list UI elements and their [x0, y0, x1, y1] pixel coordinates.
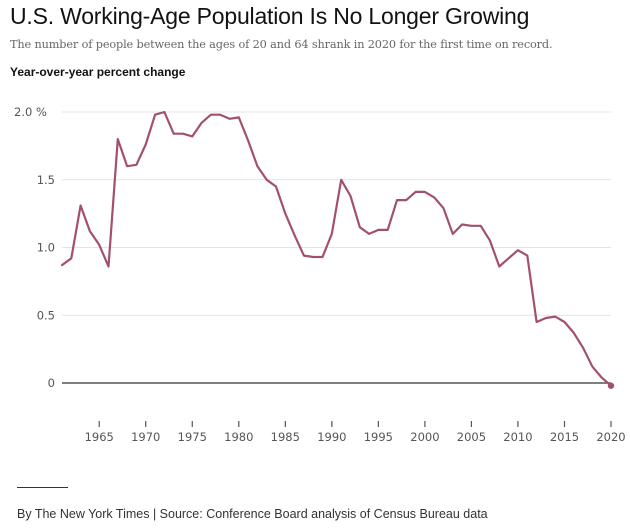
data-point-1986	[294, 234, 296, 236]
data-point-2008	[498, 265, 500, 267]
data-point-2017	[582, 347, 584, 349]
data-point-1981	[247, 139, 249, 141]
data-point-2005	[470, 225, 472, 227]
y-axis-ticks: 0 0.5 1.0 1.5 2.0 %	[14, 105, 55, 390]
data-point-1969	[135, 164, 137, 166]
data-point-1995	[377, 229, 379, 231]
data-point-1979	[228, 118, 230, 120]
data-point-2001	[433, 196, 435, 198]
data-point-1998	[405, 199, 407, 201]
series-line	[60, 110, 613, 387]
data-point-1994	[368, 233, 370, 235]
data-point-2012	[536, 321, 538, 323]
data-point-1963	[80, 204, 82, 206]
data-point-2016	[573, 332, 575, 334]
data-point-1974	[182, 133, 184, 135]
y-tick-label: 1.0	[37, 241, 55, 255]
data-point-1970	[145, 144, 147, 146]
data-point-1966	[108, 265, 110, 267]
x-tick-label: 2020	[596, 430, 625, 444]
data-point-2013	[545, 317, 547, 319]
data-point-2003	[452, 233, 454, 235]
data-point-1991	[340, 179, 342, 181]
y-axis-caption: Year-over-year percent change	[10, 65, 186, 79]
chart-subtitle: The number of people between the ages of…	[10, 38, 553, 51]
data-point-2000	[424, 191, 426, 193]
x-tick-label: 1995	[364, 430, 393, 444]
data-point-2014	[554, 316, 556, 318]
data-point-1992	[349, 195, 351, 197]
data-point-2002	[443, 207, 445, 209]
y-tick-label: 2.0 %	[14, 105, 47, 119]
data-point-1975	[191, 135, 193, 137]
data-point-1961	[61, 264, 63, 266]
data-point-1967	[117, 138, 119, 140]
data-point-1962	[70, 257, 72, 259]
data-point-1978	[219, 114, 221, 116]
x-tick-label: 1985	[271, 430, 300, 444]
end-point-marker	[607, 382, 615, 389]
data-point-2004	[461, 223, 463, 225]
data-point-1973	[173, 133, 175, 135]
data-point-2019	[601, 377, 603, 379]
data-point-2015	[563, 321, 565, 323]
data-point-1987	[303, 255, 305, 257]
x-tick-label: 1990	[317, 430, 346, 444]
y-tick-label: 0.5	[37, 308, 55, 322]
data-point-1965	[98, 244, 100, 246]
data-point-1989	[322, 256, 324, 258]
x-tick-label: 1975	[178, 430, 207, 444]
data-point-1971	[154, 114, 156, 116]
data-point-1996	[387, 229, 389, 231]
x-tick-label: 1970	[131, 430, 160, 444]
data-point-2006	[480, 225, 482, 227]
x-tick-label: 1965	[85, 430, 114, 444]
data-point-1972	[163, 111, 165, 113]
data-point-1988	[312, 256, 314, 258]
data-point-1984	[275, 186, 277, 188]
gridlines	[62, 111, 611, 384]
x-tick-label: 2000	[410, 430, 439, 444]
data-point-1977	[210, 114, 212, 116]
series-group	[60, 110, 615, 389]
data-point-2010	[517, 249, 519, 251]
y-tick-label: 0	[48, 376, 55, 390]
data-point-1997	[396, 199, 398, 201]
data-point-1983	[266, 179, 268, 181]
data-point-2007	[489, 240, 491, 242]
x-tick-label: 2015	[550, 430, 579, 444]
data-point-1982	[256, 165, 258, 167]
chart-title: U.S. Working-Age Population Is No Longer…	[10, 3, 530, 29]
data-point-2018	[591, 366, 593, 368]
data-point-1980	[238, 116, 240, 118]
y-tick-label: 1.5	[37, 173, 55, 187]
data-point-1985	[284, 213, 286, 215]
data-point-1976	[201, 122, 203, 124]
x-tick-label: 2010	[503, 430, 532, 444]
data-point-1993	[359, 226, 361, 228]
data-point-2009	[508, 257, 510, 259]
data-point-1999	[415, 191, 417, 193]
data-point-1968	[126, 165, 128, 167]
data-point-1964	[89, 230, 91, 232]
line-chart: 0 0.5 1.0 1.5 2.0 % 1965 1970 1975 1980 1985 1990…	[14, 105, 626, 444]
source-credit: By The New York Times | Source: Conferen…	[17, 507, 488, 521]
footer-divider	[17, 487, 68, 488]
x-tick-label: 1980	[224, 430, 253, 444]
x-tick-label: 2005	[457, 430, 486, 444]
data-point-2011	[526, 255, 528, 257]
data-point-1990	[331, 233, 333, 235]
x-axis-ticks: 1965 1970 1975 1980 1985 1990 1995 2000 2005 2010…	[85, 421, 626, 444]
